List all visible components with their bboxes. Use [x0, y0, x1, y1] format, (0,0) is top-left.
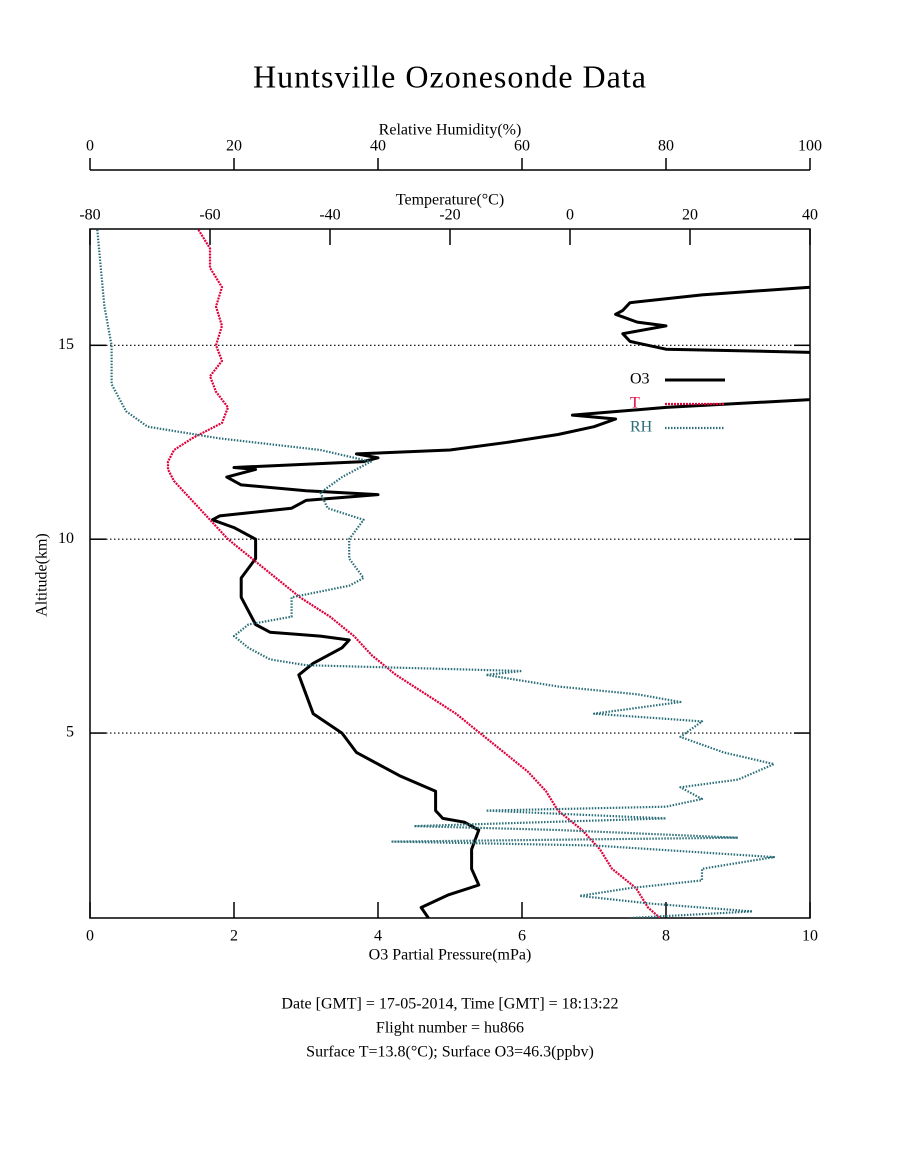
series-line	[210, 285, 810, 918]
x2-tick-label: 0	[566, 207, 574, 224]
legend-label: T	[630, 395, 640, 412]
chart-title: Huntsville Ozonesonde Data	[253, 58, 647, 94]
x2-tick-label: -40	[319, 207, 340, 224]
footer-note: Date [GMT] = 17-05-2014, Time [GMT] = 18…	[281, 996, 618, 1013]
x2-tick-label: -80	[79, 207, 100, 224]
x2-axis-label: Temperature(°C)	[396, 192, 504, 209]
y-tick-label: 15	[58, 336, 74, 353]
y-tick-label: 10	[58, 530, 74, 547]
y-tick-label: 5	[66, 724, 74, 741]
legend-label: RH	[630, 419, 653, 436]
footer-note: Surface T=13.8(°C); Surface O3=46.3(ppbv…	[306, 1044, 594, 1061]
series-line	[166, 229, 661, 918]
x-tick-label: 8	[662, 928, 670, 945]
x-tick-label: 4	[374, 928, 382, 945]
x-tick-label: 2	[230, 928, 238, 945]
plot-frame	[89, 228, 811, 919]
x3-tick-label: 80	[658, 138, 674, 155]
series-line	[96, 229, 776, 918]
x2-tick-label: -60	[199, 207, 220, 224]
x3-axis-label: Relative Humidity(%)	[379, 122, 522, 139]
legend-label: O3	[630, 371, 650, 388]
x3-tick-label: 20	[226, 138, 242, 155]
x-axis-label: O3 Partial Pressure(mPa)	[369, 947, 532, 964]
x2-tick-label: 40	[802, 207, 818, 224]
x2-tick-label: 20	[682, 207, 698, 224]
x-tick-label: 10	[802, 928, 818, 945]
y-axis-label: Altitude(km)	[34, 533, 51, 617]
x-tick-label: 6	[518, 928, 526, 945]
footer-note: Flight number = hu866	[376, 1020, 524, 1037]
x3-tick-label: 100	[798, 138, 822, 155]
x3-tick-label: 40	[370, 138, 386, 155]
x-tick-label: 0	[86, 928, 94, 945]
plot-area	[96, 229, 810, 918]
x3-tick-label: 0	[86, 138, 94, 155]
x2-tick-label: -20	[439, 207, 460, 224]
x3-tick-label: 60	[514, 138, 530, 155]
